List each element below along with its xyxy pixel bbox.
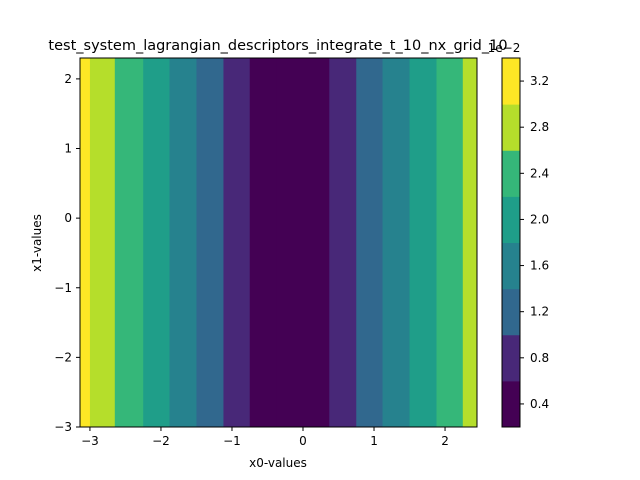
y-tick-label: 1 xyxy=(64,142,72,156)
x-tick-label: −1 xyxy=(223,434,241,448)
contour-band xyxy=(80,58,91,427)
y-axis-label: x1-values xyxy=(30,214,44,272)
colorbar-tick-label: 2.0 xyxy=(530,212,549,226)
contour-band xyxy=(114,58,144,427)
colorbar-ticks: 0.4 0.8 1.2 1.6 2.0 2.4 2.8 3.2 xyxy=(520,74,549,411)
contour-band xyxy=(409,58,438,427)
colorbar xyxy=(502,58,520,428)
colorbar-segment xyxy=(502,334,520,382)
colorbar-tick-label: 3.2 xyxy=(530,74,549,88)
colorbar-segment xyxy=(502,288,520,336)
y-tick-label: 0 xyxy=(64,211,72,225)
contour-band xyxy=(169,58,197,427)
x-tick-label: 2 xyxy=(441,434,449,448)
y-tick-label: −3 xyxy=(54,420,72,434)
colorbar-tick-label: 0.4 xyxy=(530,397,549,411)
colorbar-tick-label: 2.8 xyxy=(530,120,549,134)
x-tick-label: −2 xyxy=(152,434,170,448)
contour-band xyxy=(89,58,116,427)
colorbar-tick-label: 2.4 xyxy=(530,166,549,180)
colorbar-tick-label: 1.6 xyxy=(530,259,549,273)
x-tick-label: 1 xyxy=(370,434,378,448)
y-tick-label: −2 xyxy=(54,350,72,364)
contour-band xyxy=(196,58,224,427)
contour-band xyxy=(276,58,330,427)
y-axis-ticks: −3 −2 −1 0 1 2 xyxy=(54,72,80,434)
colorbar-segment xyxy=(502,242,520,290)
x-axis-label: x0-values xyxy=(249,456,307,470)
contour-band xyxy=(436,58,464,427)
contour-bands xyxy=(80,58,478,427)
colorbar-tick-label: 1.2 xyxy=(530,305,549,319)
contour-band xyxy=(356,58,384,427)
y-tick-label: 2 xyxy=(64,72,72,86)
x-tick-label: −3 xyxy=(81,434,99,448)
x-tick-label: 0 xyxy=(299,434,307,448)
colorbar-segment xyxy=(502,380,520,428)
contour-band xyxy=(329,58,357,427)
contour-band xyxy=(382,58,411,427)
colorbar-segment xyxy=(502,58,520,105)
chart-title: test_system_lagrangian_descriptors_integ… xyxy=(48,38,507,54)
colorbar-segment xyxy=(502,150,520,197)
contour-band xyxy=(143,58,170,427)
colorbar-offset-label: 1e−2 xyxy=(488,41,521,55)
y-tick-label: −1 xyxy=(54,281,72,295)
colorbar-tick-label: 0.8 xyxy=(530,351,549,365)
colorbar-frame xyxy=(501,57,521,428)
contour-band xyxy=(223,58,251,427)
colorbar-segment xyxy=(502,196,520,243)
plot-frame xyxy=(79,57,478,428)
colorbar-segment xyxy=(502,104,520,151)
contour-band xyxy=(462,58,478,427)
contour-band xyxy=(249,58,278,427)
x-axis-ticks: −3 −2 −1 0 1 2 xyxy=(81,427,449,448)
